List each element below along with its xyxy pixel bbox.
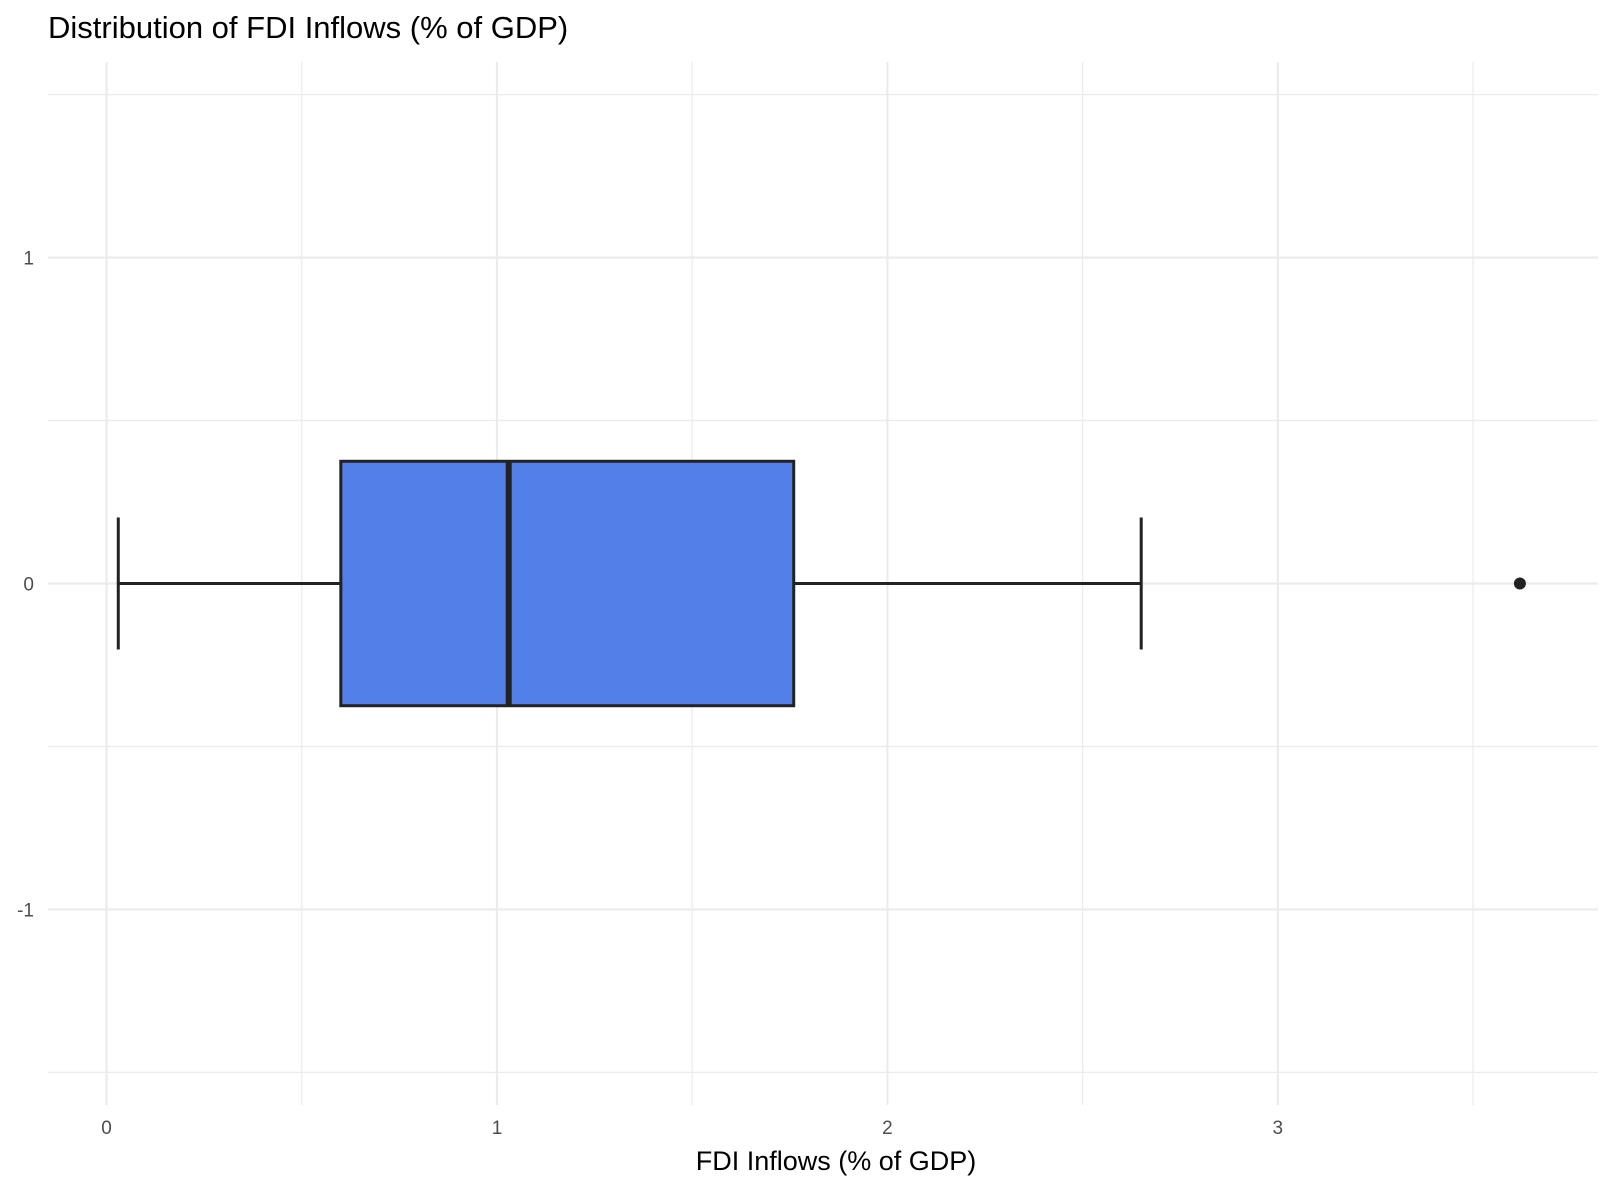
y-tick-label: 0 — [23, 575, 34, 596]
tick-labels: 0 1 2 3 -1 0 1 — [17, 249, 1283, 1139]
interquartile-box — [339, 459, 796, 708]
chart-title: Distribution of FDI Inflows (% of GDP) — [48, 10, 568, 45]
x-axis-title: FDI Inflows (% of GDP) — [696, 1146, 977, 1176]
y-tick-label: -1 — [17, 900, 34, 921]
x-tick-label: 1 — [492, 1118, 503, 1139]
x-tick-label: 3 — [1273, 1118, 1284, 1139]
box-marks — [116, 459, 1526, 708]
outlier-point — [1513, 577, 1526, 590]
y-tick-label: 1 — [23, 249, 34, 270]
x-tick-label: 0 — [101, 1118, 112, 1139]
x-tick-label: 2 — [882, 1118, 893, 1139]
